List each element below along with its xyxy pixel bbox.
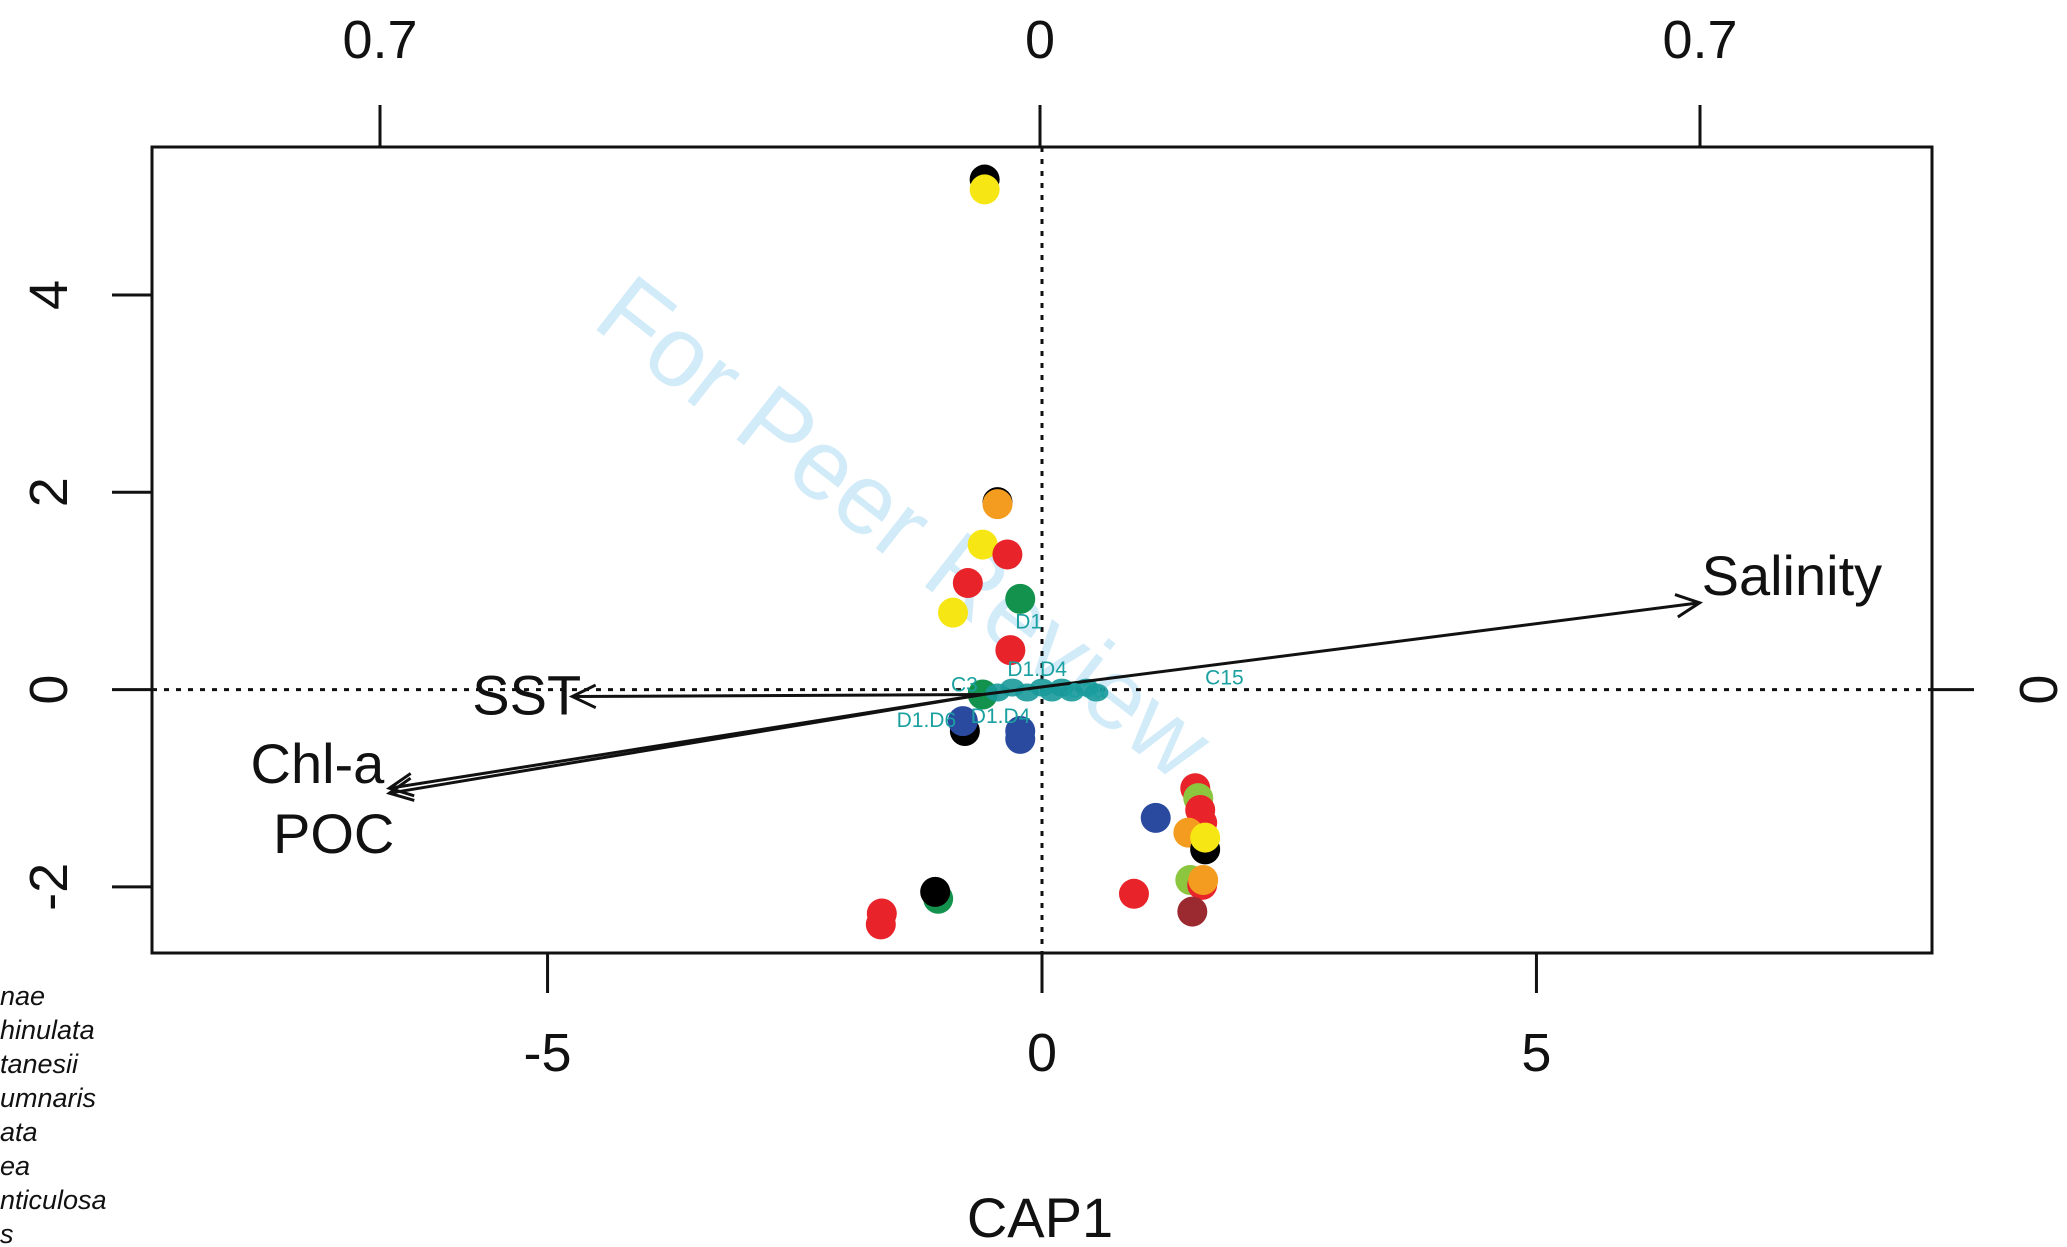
vector-label-poc: POC xyxy=(273,802,394,865)
data-point-1 xyxy=(970,174,1000,204)
top-tick-label-0: 0.7 xyxy=(342,10,417,70)
legend-entry-0: nae xyxy=(0,981,45,1011)
data-point-3 xyxy=(983,489,1013,519)
data-point-26 xyxy=(1177,897,1207,927)
legend-entry-6: nticulosa xyxy=(0,1185,107,1215)
data-point-15 xyxy=(1141,803,1171,833)
site-label-0: D1 xyxy=(1015,610,1042,633)
legend-entry-5: ea xyxy=(0,1151,30,1181)
reference-lines xyxy=(152,147,1932,953)
vector-label-chl-a: Chl-a xyxy=(251,732,386,795)
y-tick-label-2: 2 xyxy=(19,477,79,507)
site-label-2: D1.D4 xyxy=(1007,658,1067,681)
x-tick-label-0: -5 xyxy=(524,1023,572,1083)
vector-label-sst: SST xyxy=(472,664,581,727)
data-point-7 xyxy=(1005,584,1035,614)
right-tick-label-0: 0 xyxy=(2009,675,2067,705)
legend-entry-7: s xyxy=(0,1219,14,1247)
site-label-1: C15 xyxy=(1205,667,1244,690)
data-point-13 xyxy=(1005,724,1035,754)
site-label-6: C3a xyxy=(1067,679,1106,702)
legend-entry-3: umnaris xyxy=(0,1083,96,1113)
site-label-4: D1.D4 xyxy=(971,705,1031,728)
legend-entry-4: ata xyxy=(0,1117,38,1147)
data-point-22 xyxy=(1190,823,1220,853)
y-tick-label-3: 4 xyxy=(19,280,79,310)
data-point-25 xyxy=(1188,865,1218,895)
data-point-6 xyxy=(953,568,983,598)
top-tick-label-2: 0.7 xyxy=(1662,10,1737,70)
vector-line-sst xyxy=(572,695,982,697)
top-tick-label-1: 0 xyxy=(1025,10,1055,70)
data-point-29 xyxy=(920,877,950,907)
site-label-3: D1.D6 xyxy=(897,709,957,732)
legend-fragment: nae hinulata tanesii umnaris ata ea nticulosa s xyxy=(0,981,107,1247)
y-tick-label-1: 0 xyxy=(19,675,79,705)
x-tick-label-2: 5 xyxy=(1521,1023,1551,1083)
legend-entry-1: hinulata xyxy=(0,1015,95,1045)
site-label-5: C3 xyxy=(951,674,978,697)
data-point-5 xyxy=(992,539,1022,569)
vector-label-salinity: Salinity xyxy=(1702,544,1883,607)
y-tick-label-0: -2 xyxy=(19,863,79,911)
data-point-27 xyxy=(1119,879,1149,909)
x-tick-label-1: 0 xyxy=(1027,1023,1057,1083)
data-point-31 xyxy=(866,909,896,939)
data-point-8 xyxy=(938,598,968,628)
legend-entry-2: tanesii xyxy=(0,1049,79,1079)
x-axis-title: CAP1 xyxy=(967,1186,1113,1247)
